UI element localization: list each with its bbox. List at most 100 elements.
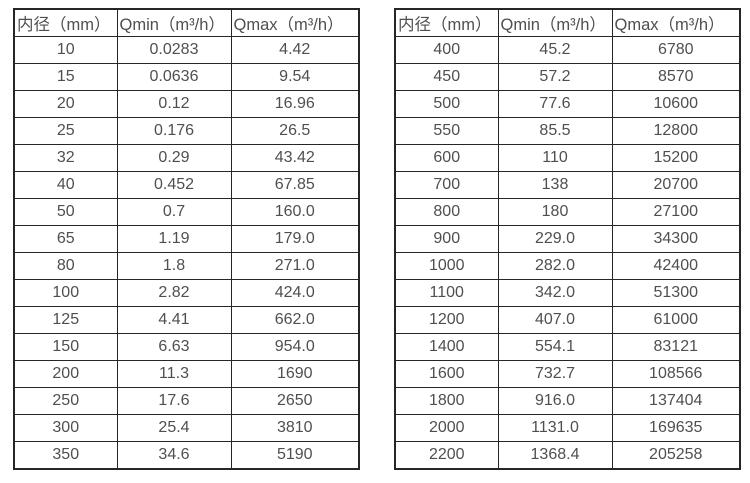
table-cell: 27100: [611, 198, 741, 226]
table-header-row: 内径（mm） Qmin（m³/h） Qmax（m³/h）: [13, 8, 360, 37]
table-cell: 2.82: [116, 279, 232, 307]
table-body: 400 45.2 6780 450 57.2 8570 500 77.6 10600 550 85.…: [394, 36, 741, 470]
table-cell: 600: [394, 144, 499, 172]
table-cell: 1600: [394, 360, 499, 388]
table-row: 150 6.63 954.0: [13, 333, 360, 361]
table-cell: 150: [13, 333, 118, 361]
table-cell: 554.1: [497, 333, 613, 361]
table-row: 50 0.7 160.0: [13, 198, 360, 226]
table-cell: 2200: [394, 441, 499, 470]
table-cell: 3810: [230, 414, 360, 442]
table-cell: 6780: [611, 36, 741, 64]
table-cell: 1200: [394, 306, 499, 334]
table-cell: 17.6: [116, 387, 232, 415]
table-row: 300 25.4 3810: [13, 414, 360, 442]
table-cell: 732.7: [497, 360, 613, 388]
table-row: 1100 342.0 51300: [394, 279, 741, 307]
table-cell: 1.19: [116, 225, 232, 253]
table-row: 550 85.5 12800: [394, 117, 741, 145]
table-cell: 20: [13, 90, 118, 118]
table-row: 450 57.2 8570: [394, 63, 741, 91]
table-cell: 45.2: [497, 36, 613, 64]
table-row: 100 2.82 424.0: [13, 279, 360, 307]
table-cell: 900: [394, 225, 499, 253]
table-cell: 15: [13, 63, 118, 91]
table-row: 65 1.19 179.0: [13, 225, 360, 253]
table-cell: 5190: [230, 441, 360, 470]
table-cell: 65: [13, 225, 118, 253]
table-cell: 8570: [611, 63, 741, 91]
table-cell: 110: [497, 144, 613, 172]
table-row: 900 229.0 34300: [394, 225, 741, 253]
table-cell: 0.0283: [116, 36, 232, 64]
table-row: 1600 732.7 108566: [394, 360, 741, 388]
table-cell: 25.4: [116, 414, 232, 442]
table-row: 10 0.0283 4.42: [13, 36, 360, 64]
table-cell: 20700: [611, 171, 741, 199]
table-cell: 1368.4: [497, 441, 613, 470]
table-cell: 61000: [611, 306, 741, 334]
table-row: 125 4.41 662.0: [13, 306, 360, 334]
table-header-row: 内径（mm） Qmin（m³/h） Qmax（m³/h）: [394, 8, 741, 37]
column-header: Qmin（m³/h）: [116, 8, 232, 37]
table-row: 500 77.6 10600: [394, 90, 741, 118]
table-cell: 250: [13, 387, 118, 415]
table-cell: 83121: [611, 333, 741, 361]
table-cell: 42400: [611, 252, 741, 280]
table-cell: 67.85: [230, 171, 360, 199]
table-cell: 0.0636: [116, 63, 232, 91]
table-cell: 50: [13, 198, 118, 226]
table-row: 80 1.8 271.0: [13, 252, 360, 280]
table-body: 10 0.0283 4.42 15 0.0636 9.54 20 0.12 16.96 25 0.1…: [13, 36, 360, 470]
table-cell: 25: [13, 117, 118, 145]
table-cell: 137404: [611, 387, 741, 415]
table-row: 25 0.176 26.5: [13, 117, 360, 145]
table-cell: 4.41: [116, 306, 232, 334]
flow-spec-table-small-diameters: 内径（mm） Qmin（m³/h） Qmax（m³/h） 10 0.0283 4.42 1…: [13, 8, 360, 470]
table-row: 2000 1131.0 169635: [394, 414, 741, 442]
table-cell: 424.0: [230, 279, 360, 307]
table-cell: 9.54: [230, 63, 360, 91]
table-cell: 40: [13, 171, 118, 199]
table-cell: 77.6: [497, 90, 613, 118]
table-row: 200 11.3 1690: [13, 360, 360, 388]
table-row: 700 138 20700: [394, 171, 741, 199]
table-cell: 550: [394, 117, 499, 145]
table-cell: 43.42: [230, 144, 360, 172]
table-cell: 125: [13, 306, 118, 334]
table-row: 250 17.6 2650: [13, 387, 360, 415]
table-cell: 700: [394, 171, 499, 199]
table-cell: 0.176: [116, 117, 232, 145]
table-cell: 400: [394, 36, 499, 64]
table-cell: 2000: [394, 414, 499, 442]
table-cell: 407.0: [497, 306, 613, 334]
table-row: 1200 407.0 61000: [394, 306, 741, 334]
column-header: Qmax（m³/h）: [611, 8, 741, 37]
table-row: 800 180 27100: [394, 198, 741, 226]
table-row: 32 0.29 43.42: [13, 144, 360, 172]
table-cell: 1131.0: [497, 414, 613, 442]
table-row: 1800 916.0 137404: [394, 387, 741, 415]
table-cell: 26.5: [230, 117, 360, 145]
table-cell: 300: [13, 414, 118, 442]
table-cell: 500: [394, 90, 499, 118]
table-cell: 11.3: [116, 360, 232, 388]
table-cell: 282.0: [497, 252, 613, 280]
table-row: 1400 554.1 83121: [394, 333, 741, 361]
table-cell: 954.0: [230, 333, 360, 361]
table-cell: 0.452: [116, 171, 232, 199]
table-cell: 1800: [394, 387, 499, 415]
table-cell: 271.0: [230, 252, 360, 280]
table-cell: 32: [13, 144, 118, 172]
table-row: 1000 282.0 42400: [394, 252, 741, 280]
table-cell: 51300: [611, 279, 741, 307]
table-cell: 1400: [394, 333, 499, 361]
table-cell: 34300: [611, 225, 741, 253]
table-row: 15 0.0636 9.54: [13, 63, 360, 91]
table-row: 40 0.452 67.85: [13, 171, 360, 199]
column-header: Qmax（m³/h）: [230, 8, 360, 37]
table-row: 600 110 15200: [394, 144, 741, 172]
table-cell: 450: [394, 63, 499, 91]
column-header: Qmin（m³/h）: [497, 8, 613, 37]
table-cell: 0.7: [116, 198, 232, 226]
